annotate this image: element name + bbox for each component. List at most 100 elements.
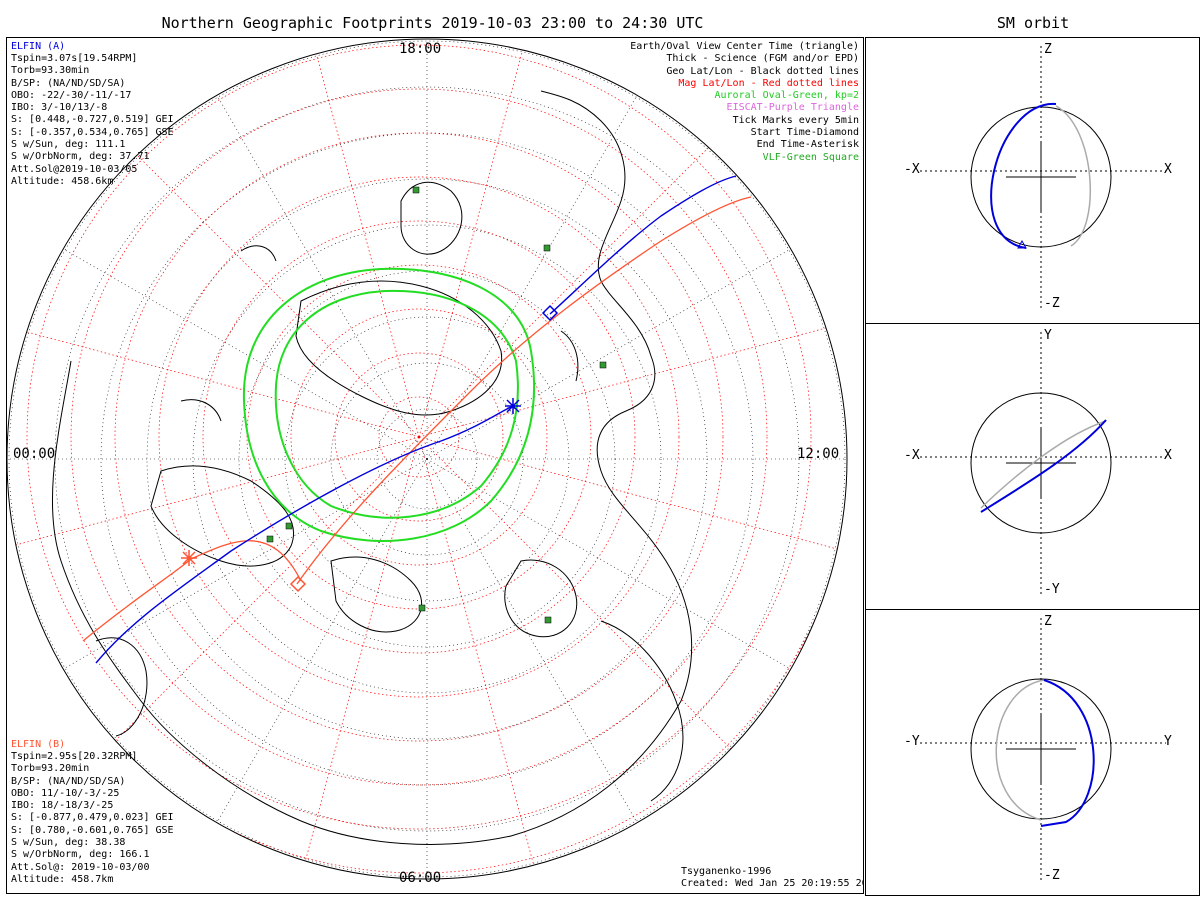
elfin-b-info-line: IBO: 18/-18/3/-25	[11, 800, 114, 812]
geo-longitude-line	[426, 248, 791, 460]
mag-longitude-line	[289, 436, 420, 879]
hour-label-left: 00:00	[13, 446, 56, 462]
geo-longitude-line	[216, 95, 428, 460]
coastlines	[51, 90, 693, 845]
mag-longitude-line	[418, 436, 847, 567]
legend-item: VLF-Green Square	[762, 151, 859, 163]
elfin-a-info-line: OBO: -22/-30/-11/-17	[11, 89, 132, 101]
sm2-right: X	[1164, 448, 1172, 463]
legend-item: Start Time-Diamond	[750, 127, 859, 139]
plot-title: Northern Geographic Footprints 2019-10-0…	[161, 14, 704, 32]
mag-longitude-line	[418, 307, 847, 438]
elfin-b-info: Tspin=2.95s[20.32RPM] Torb=93.20min B/SP: …	[11, 751, 174, 886]
elfin-b-path	[82, 196, 752, 642]
elfin-b-info-line: S w/OrbNorm, deg: 166.1	[11, 849, 150, 861]
mag-latitude-circle	[158, 176, 680, 698]
sm1-top: Z	[1044, 42, 1052, 57]
elfin-a-info-line: S: [0.448,-0.727,0.519] GEI	[11, 114, 174, 126]
created-label: Created: Wed Jan 25 20:19:55 2023	[681, 878, 864, 889]
elfin-a-name: ELFIN (A)	[11, 41, 66, 52]
legend-item: Tick Marks every 5min	[732, 114, 859, 126]
sm-panel-xy-svg	[920, 332, 1166, 594]
vlf-square	[599, 361, 607, 369]
elfin-a-info-line: Altitude: 458.6km	[11, 175, 114, 187]
geo-latitude-circle	[284, 316, 570, 602]
elfin-a-info: Tspin=3.07s[19.54RPM] Torb=93.30min B/SP: …	[11, 53, 174, 188]
legend-item: Geo Lat/Lon - Black dotted lines	[666, 65, 859, 77]
mag-latitude-circle	[378, 396, 460, 478]
sm1-left: -X	[904, 162, 920, 177]
geo-latitude-circle	[376, 408, 478, 510]
sm2-top: Y	[1044, 328, 1052, 343]
sm-panel-yz: Z -Z -Y Y	[865, 609, 1200, 896]
vlf-stations	[266, 186, 607, 624]
mag-longitude-line	[7, 436, 420, 567]
mag-longitude-line	[418, 39, 549, 438]
mag-latitude-circle	[246, 264, 592, 610]
sm-panel-xy: Y -Y -X X	[865, 323, 1200, 610]
elfin-a-track	[95, 175, 737, 664]
elfin-a-path	[95, 175, 737, 664]
vlf-square	[543, 244, 551, 252]
sm2-bottom: -Y	[1044, 582, 1060, 597]
sm-panel-xz: Z -Z -X X	[865, 37, 1200, 324]
elfin-b-info-line: S w/Sun, deg: 38.38	[11, 837, 126, 849]
hour-label-bottom: 06:00	[399, 870, 442, 886]
vlf-square	[412, 186, 420, 194]
mag-latitude-circle	[114, 132, 724, 742]
elfin-a-info-line: Tspin=3.07s[19.54RPM]	[11, 53, 138, 64]
legend-item: EISCAT-Purple Triangle	[726, 102, 859, 114]
elfin-b-info-line: Torb=93.20min	[11, 763, 90, 775]
geo-latitude-circle	[100, 132, 754, 786]
elfin-b-info-line: Att.Sol@: 2019-10-03/00	[11, 861, 150, 873]
legend-item: End Time-Asterisk	[756, 139, 859, 151]
legend: Earth/Oval View Center Time (triangle) Th…	[630, 41, 859, 164]
sm3-right: Y	[1164, 734, 1172, 749]
elfin-b-info-line: S: [-0.877,0.479,0.023] GEI	[11, 812, 174, 824]
sm1-right: X	[1164, 162, 1172, 177]
elfin-a-info-line: S w/OrbNorm, deg: 37.71	[11, 151, 150, 163]
elfin-a-info-line: IBO: 3/-10/13/-8	[11, 102, 108, 114]
mag-longitude-line	[65, 436, 420, 791]
vlf-square	[266, 535, 274, 543]
mag-latitude-circle	[26, 44, 812, 830]
elfin-b-name: ELFIN (B)	[11, 739, 66, 750]
mag-longitude-line	[418, 436, 773, 791]
sm-panel-xz-svg	[920, 46, 1166, 308]
legend-item: Thick - Science (FGM and/or EPD)	[666, 53, 859, 65]
elfin-b-info-line: Tspin=2.95s[20.32RPM]	[11, 751, 138, 762]
earth-disc-outline	[7, 38, 848, 880]
geo-longitude-line	[63, 248, 428, 460]
elfin-a-info-line: S: [-0.357,0.534,0.765] GSE	[11, 126, 174, 138]
elfin-a-end-asterisk	[505, 398, 521, 414]
elfin-b-start-diamond	[289, 575, 307, 593]
sm3-bottom: -Z	[1044, 868, 1060, 883]
sm-orbit-title: SM orbit	[996, 14, 1070, 32]
elfin-b-info-line: Altitude: 458.7km	[11, 873, 114, 885]
elfin-b-track	[82, 196, 752, 642]
geo-latitude-circle	[8, 40, 846, 878]
vlf-square	[418, 604, 426, 612]
mag-latitude-circle	[334, 352, 504, 522]
elfin-a-info-line: Att.Sol@2019-10-03/05	[11, 163, 138, 175]
mag-latitude-circle	[202, 220, 636, 654]
sm3-top: Z	[1044, 614, 1052, 629]
geo-longitude-line	[63, 458, 428, 670]
geo-latitude-circle	[192, 224, 662, 694]
elfin-b-info-line: OBO: 11/-10/-3/-25	[11, 787, 120, 799]
geo-longitude-line	[426, 458, 791, 670]
elfin-b-info-line: B/SP: (NA/ND/SD/SA)	[11, 775, 126, 787]
hour-label-right: 12:00	[797, 446, 840, 462]
map-svg	[7, 38, 848, 880]
elfin-a-start-diamond	[541, 304, 559, 322]
elfin-a-info-line: B/SP: (NA/ND/SD/SA)	[11, 77, 126, 89]
geo-longitude-line	[426, 458, 638, 823]
vlf-square	[544, 616, 552, 624]
geo-longitude-line	[216, 458, 428, 823]
legend-item: Earth/Oval View Center Time (triangle)	[630, 41, 859, 52]
auroral-oval-inner	[274, 289, 519, 519]
mag-latitude-circle	[7, 39, 847, 874]
model-label: Tsyganenko-1996	[681, 866, 772, 877]
auroral-oval	[242, 267, 535, 542]
elfin-a-info-line: Torb=93.30min	[11, 65, 90, 77]
